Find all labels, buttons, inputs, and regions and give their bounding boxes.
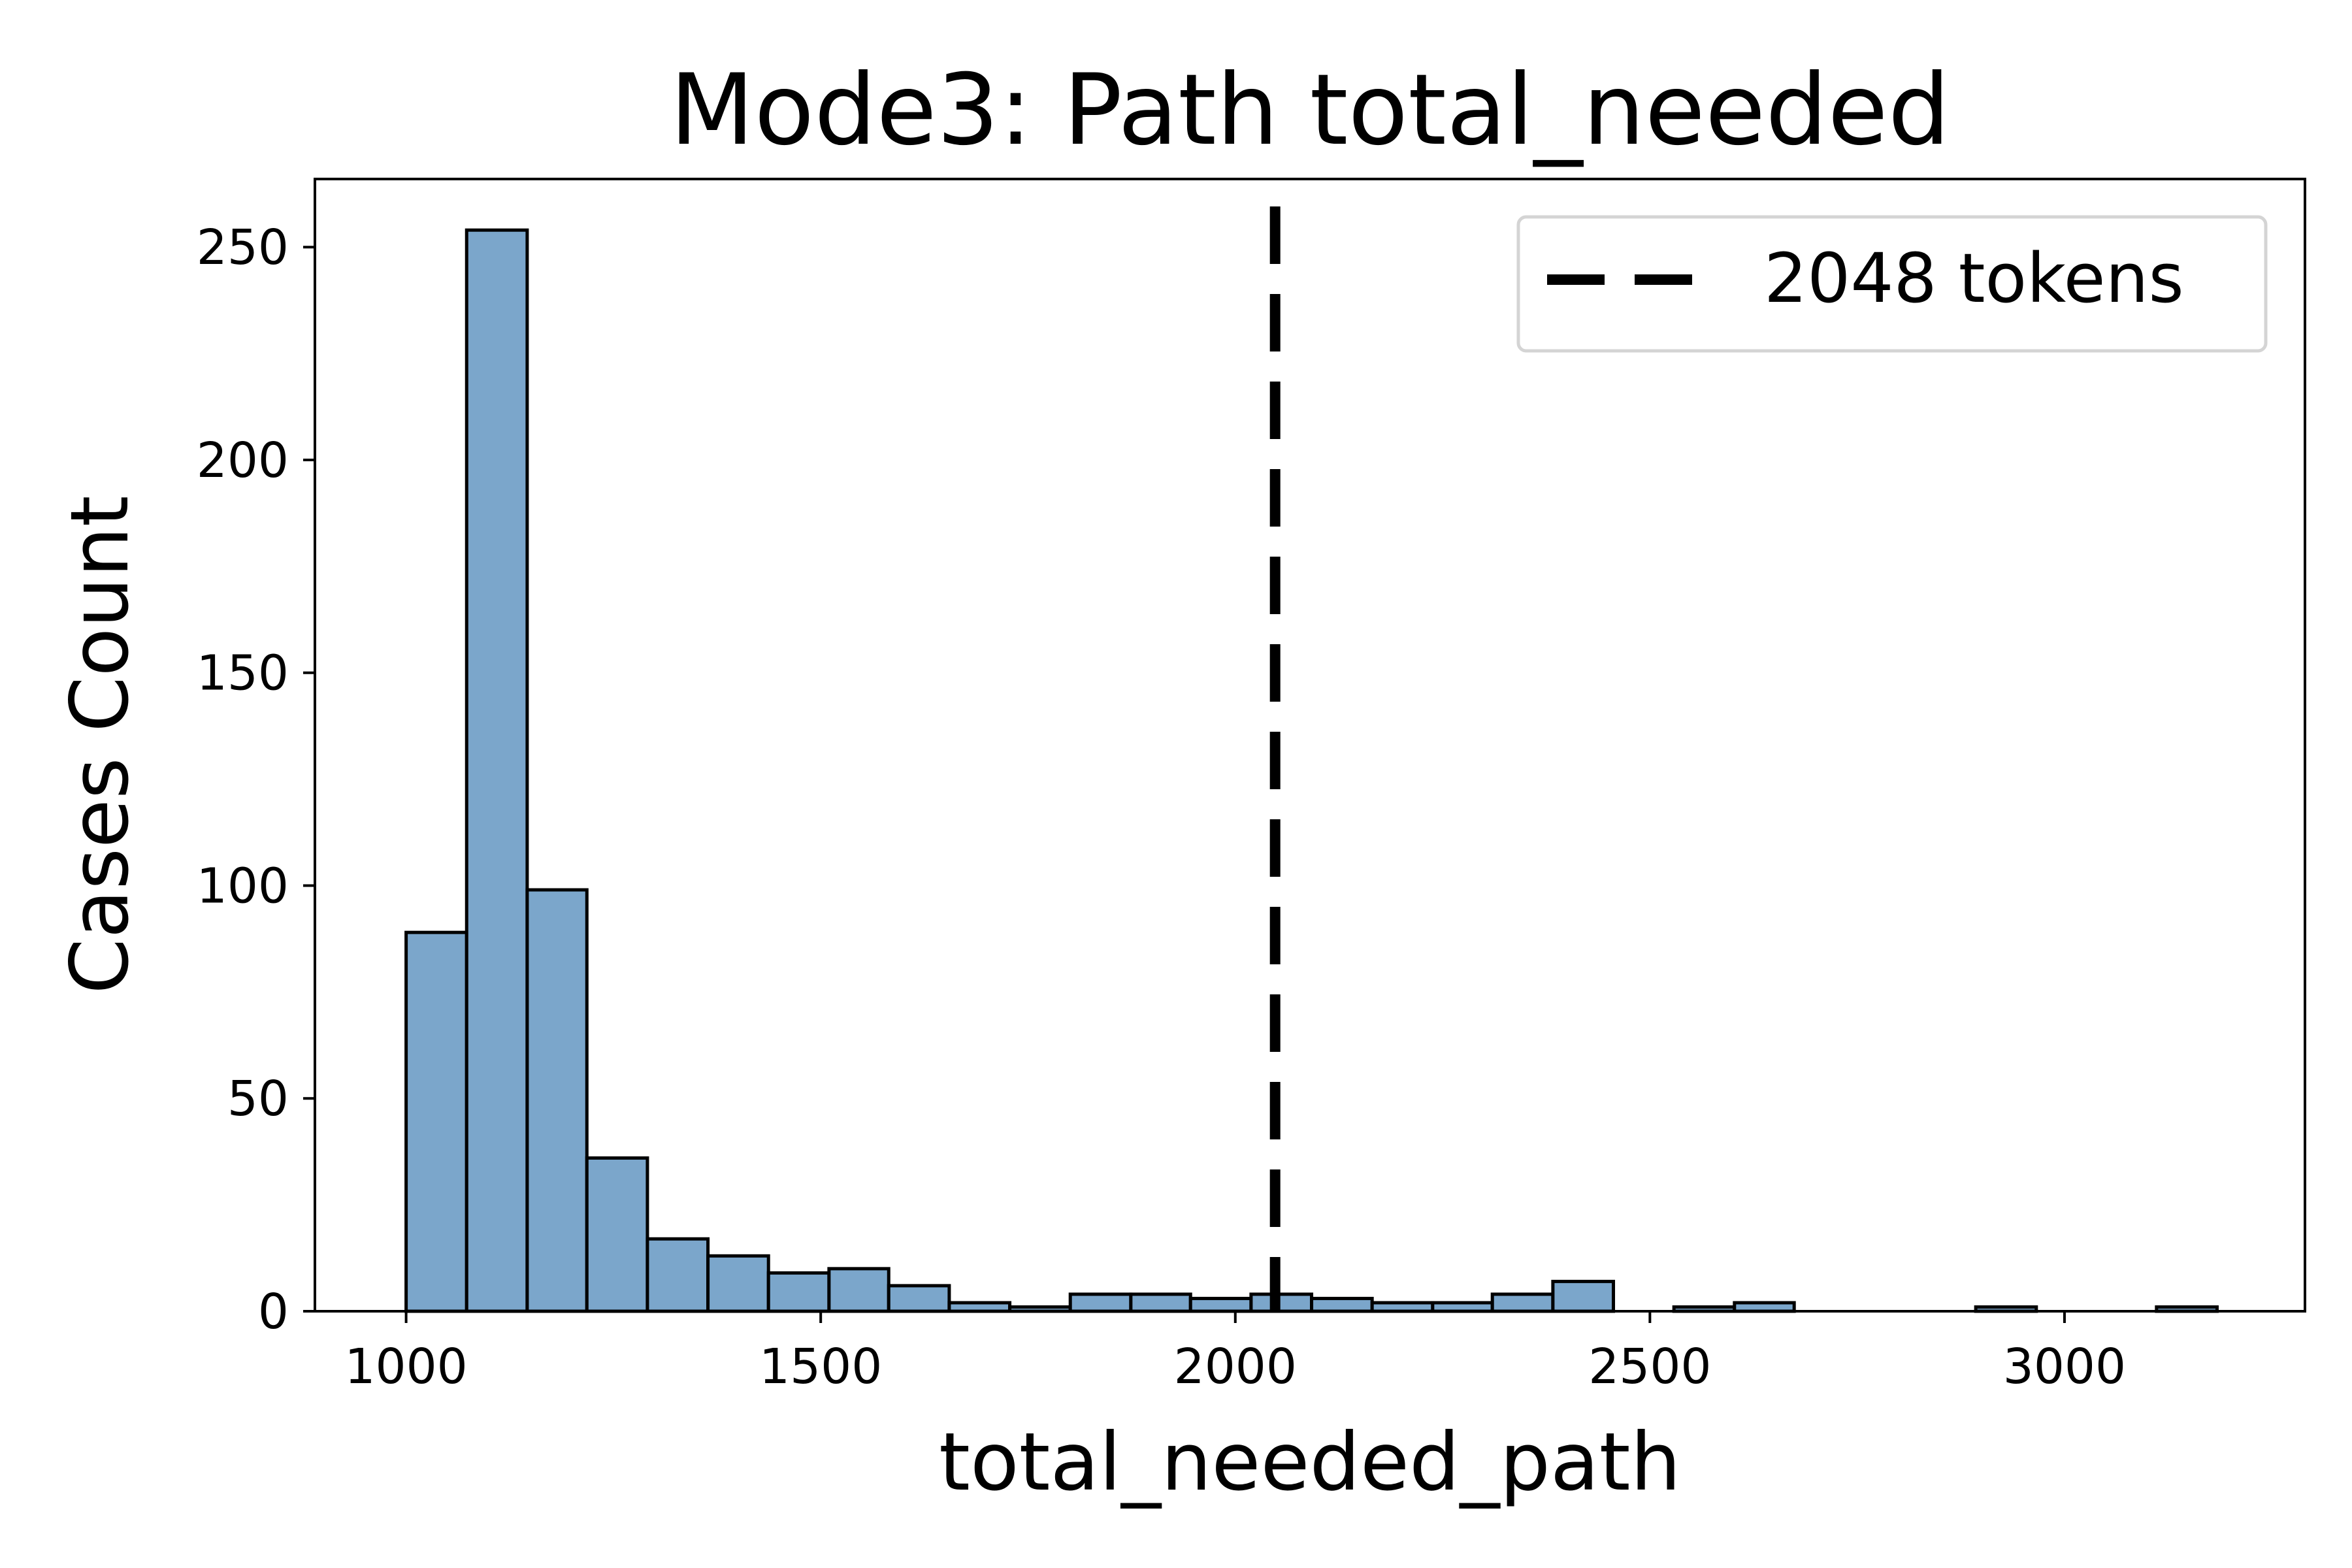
histogram-bar-8 [887,1284,951,1313]
histogram-bar-7 [827,1267,890,1313]
histogram-bar-18 [1490,1292,1555,1313]
histogram-bar-11 [1068,1292,1133,1313]
x-tick-label-3000: 3000 [2003,1339,2126,1395]
x-axis: 1000 1500 2000 2500 3000 [344,1311,2126,1395]
y-tick-label-0: 0 [258,1284,289,1340]
histogram-bar-0 [404,930,468,1313]
histogram-bar-13 [1188,1296,1253,1313]
y-tick-label-150: 150 [197,645,289,702]
y-tick-label-200: 200 [197,433,289,489]
legend-box [1516,215,2268,353]
x-axis-label: total_needed_path [939,1416,1681,1509]
histogram-bar-2 [525,888,589,1313]
x-tick-label-2000: 2000 [1174,1339,1297,1395]
histogram-bar-6 [766,1271,831,1313]
y-tick-label-50: 50 [227,1071,289,1127]
y-axis-label: Cases Count [54,495,146,994]
legend-label: 2048 tokens [1764,238,2184,318]
histogram-bar-14 [1249,1292,1314,1313]
histogram-bar-5 [706,1254,770,1313]
x-tick-label-1000: 1000 [344,1339,467,1395]
histogram-bar-12 [1129,1292,1192,1313]
bars-layer [404,228,2219,1313]
x-tick-label-2500: 2500 [1588,1339,1711,1395]
chart-title: Mode3: Path total_needed [670,54,1950,167]
histogram-bar-15 [1310,1296,1374,1313]
y-axis: 0 50 100 150 200 250 [197,220,315,1340]
x-tick-label-1500: 1500 [759,1339,882,1395]
histogram-bar-4 [645,1237,710,1313]
y-tick-label-250: 250 [197,220,289,276]
histogram-bar-1 [465,228,529,1313]
legend: 2048 tokens [1516,215,2268,353]
histogram-bar-3 [585,1156,649,1313]
y-tick-label-100: 100 [197,858,289,914]
histogram-bar-19 [1551,1279,1616,1313]
plot-area-frame [314,178,2306,1313]
